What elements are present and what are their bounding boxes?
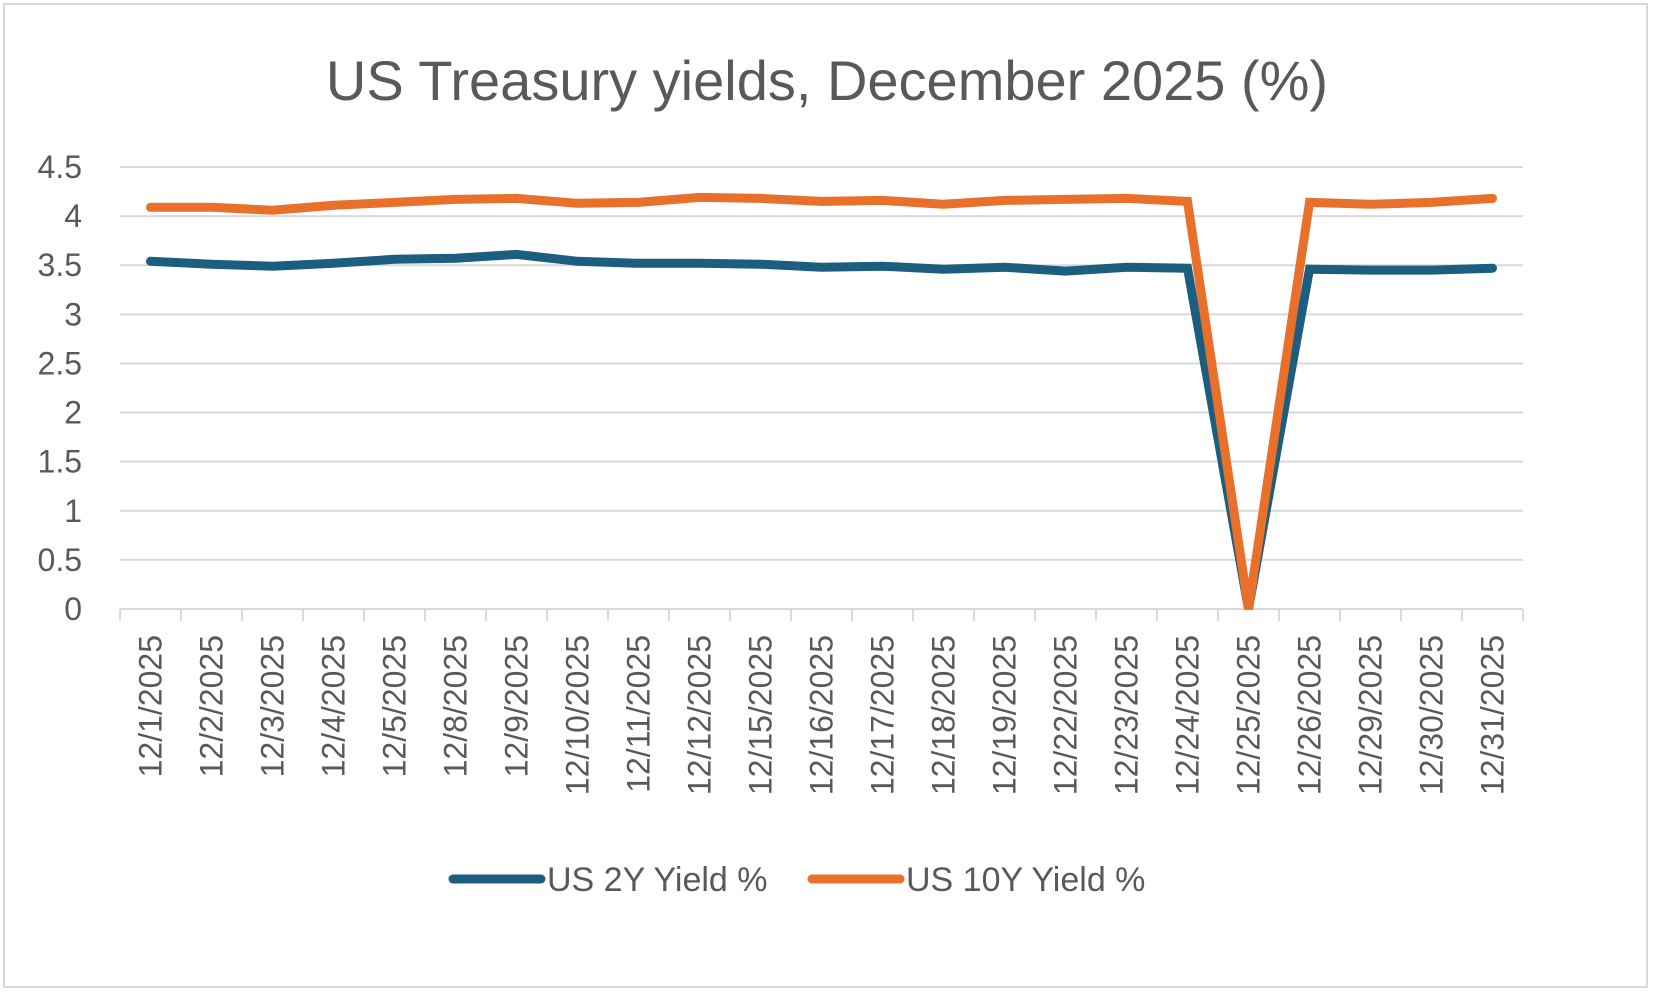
x-tick-label: 12/1/2025 [133,635,169,777]
series-lines [146,192,1497,610]
x-tick-label: 12/12/2025 [682,635,718,795]
y-tick-label: 3.5 [38,247,82,283]
x-tick-label: 12/10/2025 [560,635,596,795]
x-tick-label: 12/15/2025 [743,635,779,795]
y-tick-label: 3 [64,296,82,332]
x-tick-label: 12/9/2025 [499,635,535,777]
x-tick-label: 12/29/2025 [1353,635,1389,795]
x-tick-label: 12/18/2025 [926,635,962,795]
x-tick-label: 12/23/2025 [1109,635,1145,795]
x-tick-label: 12/17/2025 [865,635,901,795]
y-tick-label: 0.5 [38,542,82,578]
gridlines [120,166,1523,561]
y-tick-label: 2.5 [38,345,82,381]
x-tick-label: 12/5/2025 [377,635,413,777]
y-tick-label: 1.5 [38,444,82,480]
y-tick-label: 4.5 [38,149,82,185]
x-tick-label: 12/26/2025 [1292,635,1328,795]
legend-label: US 10Y Yield % [906,861,1145,899]
x-tick-label: 12/3/2025 [255,635,291,777]
x-tick-label: 12/8/2025 [438,635,474,777]
y-tick-label: 4 [64,198,82,234]
x-tick-label: 12/22/2025 [1048,635,1084,795]
y-axis-tick-labels: 0 0.5 1 1.5 2 2.5 3 3.5 4 4.5 [38,149,82,627]
legend: US 2Y Yield % US 10Y Yield % [448,861,1145,899]
x-tick-label: 12/24/2025 [1170,635,1206,795]
x-tick-label: 12/4/2025 [316,635,352,777]
x-tick-label: 12/2/2025 [194,635,230,777]
x-tick-label: 12/30/2025 [1414,635,1450,795]
x-axis: 12/1/2025 12/2/2025 12/3/2025 12/4/2025 12/5… [119,608,1524,795]
y-tick-label: 0 [64,591,82,627]
x-tick-label: 12/19/2025 [987,635,1023,795]
x-tick-label: 12/31/2025 [1475,635,1511,795]
y-tick-label: 2 [64,395,82,431]
y-tick-label: 1 [64,493,82,529]
x-tick-label: 12/11/2025 [621,635,657,793]
legend-label: US 2Y Yield % [547,861,768,899]
x-tick-label: 12/25/2025 [1231,635,1267,795]
x-tick-label: 12/16/2025 [804,635,840,795]
series-line-1 [146,192,1497,610]
chart-title: US Treasury yields, December 2025 (%) [326,49,1328,112]
line-chart: US Treasury yields, December 2025 (%) 00… [38,49,1524,899]
